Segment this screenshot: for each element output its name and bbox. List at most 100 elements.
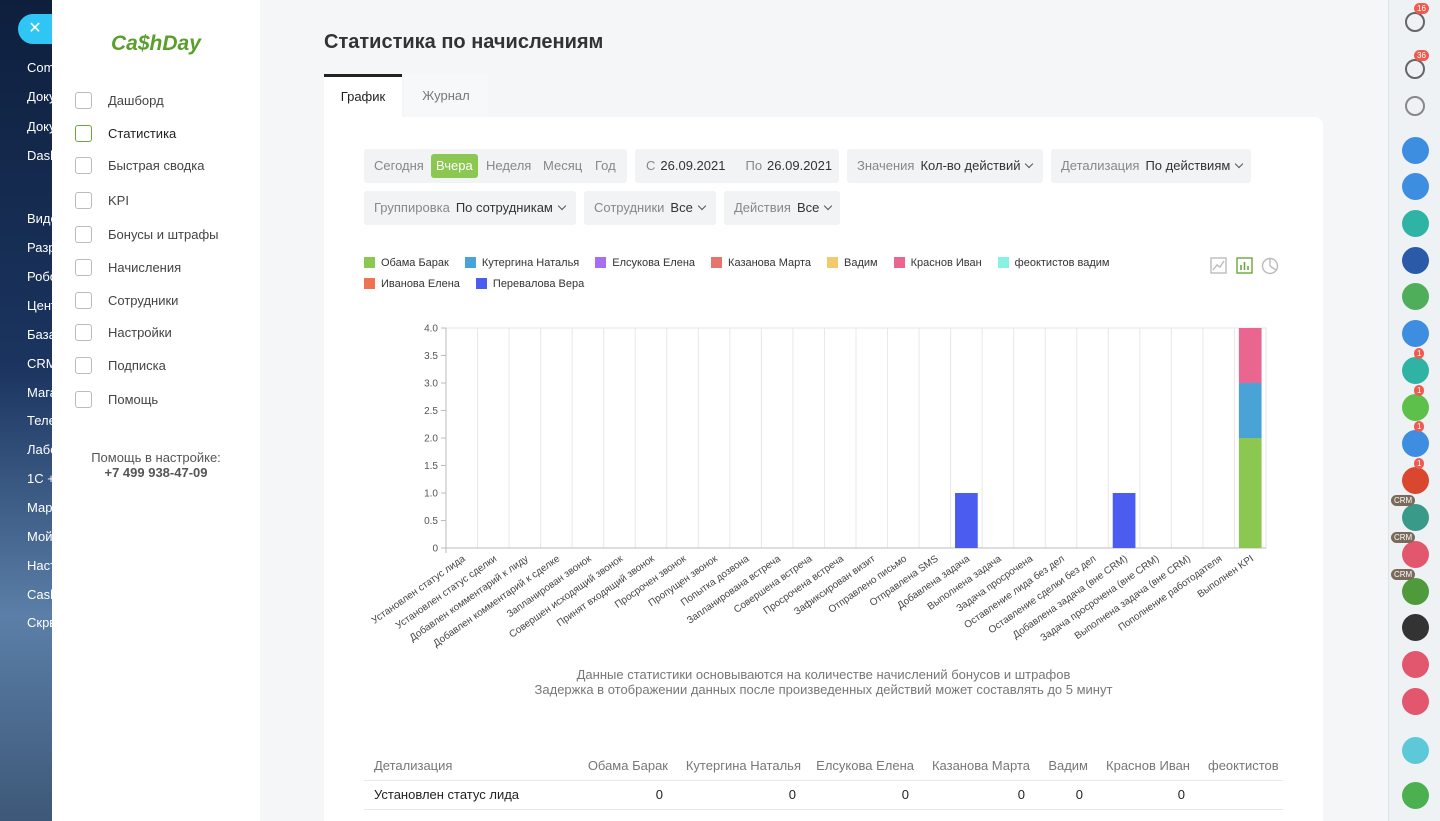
table-cell: 0 [788, 787, 796, 802]
menu-item[interactable]: Дашборд [108, 93, 164, 108]
table-cell: 0 [901, 787, 909, 802]
legend-item[interactable]: Перевалова Вера [475, 276, 585, 291]
host-menu-item[interactable]: Доку [27, 89, 52, 104]
right-bar-icon[interactable] [1402, 614, 1429, 641]
host-menu-item[interactable]: Цент [27, 298, 52, 313]
right-bar-icon[interactable] [1402, 578, 1429, 605]
host-menu-item[interactable]: Наст [27, 558, 52, 573]
right-bar-icon[interactable] [1405, 12, 1425, 32]
dropdown-filter[interactable]: Группировка По сотрудникам [364, 191, 576, 225]
host-menu-item[interactable]: Dash [27, 148, 52, 163]
host-menu-item[interactable]: Виде [27, 211, 52, 226]
host-menu-item[interactable]: Разр [27, 240, 52, 255]
menu-item[interactable]: Подписка [108, 358, 166, 373]
bar-segment [1238, 383, 1262, 438]
table-header: Елсукова Елена [816, 758, 914, 773]
menu-item[interactable]: Быстрая сводка [108, 158, 205, 173]
menu-item[interactable]: KPI [108, 193, 129, 208]
right-bar-icon[interactable] [1402, 173, 1429, 200]
caret [824, 201, 833, 211]
right-bar-icon[interactable] [1402, 283, 1429, 310]
menu-item[interactable]: Статистика [108, 126, 177, 141]
host-menu-item[interactable]: Com [27, 60, 52, 75]
bar-segment [1238, 328, 1262, 383]
pie-chart-icon[interactable] [1261, 257, 1279, 275]
table-cell: 0 [1017, 787, 1025, 802]
note: Данные статистики основываются на количе… [576, 667, 1071, 682]
host-menu-item[interactable]: Мага [27, 385, 52, 400]
right-bar-icon[interactable] [1402, 688, 1429, 715]
host-menu-item[interactable]: Мар [27, 500, 52, 515]
table-header: феоктистов вадим [1208, 758, 1283, 773]
host-menu-item[interactable]: Теле [27, 413, 52, 428]
right-bar-icon[interactable] [1402, 137, 1429, 164]
dropdown-filter[interactable]: Сотрудники Все [584, 191, 716, 225]
bar-segment [1112, 493, 1136, 548]
host-menu-item[interactable]: Скрв [27, 615, 52, 630]
right-bar-icon[interactable] [1402, 467, 1429, 494]
right-bar-icon[interactable] [1405, 59, 1425, 79]
filter-value: Кол-во действий [920, 158, 1021, 173]
right-bar-icon[interactable] [1402, 210, 1429, 237]
right-bar-icon[interactable] [1402, 357, 1429, 384]
legend-item[interactable]: Вадим [827, 255, 878, 270]
menu-item[interactable]: Настройки [108, 325, 172, 340]
dropdown-filter[interactable]: Детализация По действиям [1051, 149, 1251, 183]
period-option[interactable]: Сегодня [374, 158, 424, 173]
right-bar-icon[interactable] [1402, 320, 1429, 347]
host-menu-item[interactable]: Доку [27, 119, 52, 134]
legend-item[interactable]: Краснов Иван [893, 255, 982, 270]
legend-item[interactable]: Обама Барак [364, 255, 449, 270]
period-option[interactable]: Вчера [431, 154, 478, 178]
right-bar-icon[interactable] [1402, 737, 1429, 764]
right-bar-icon[interactable] [1402, 651, 1429, 678]
table-header: Казанова Марта [931, 758, 1030, 773]
right-bar-icon[interactable] [1405, 96, 1425, 116]
legend-label: Перевалова Вера [492, 277, 585, 290]
date-filter[interactable]: С 26.09.2021 По 26.09.2021 [635, 149, 839, 183]
menu-item[interactable]: Сотрудники [108, 293, 179, 308]
host-menu-item[interactable]: База [27, 327, 52, 342]
bar-chart-icon[interactable] [1236, 257, 1253, 274]
legend: Обама Барак Кутергина Наталья Елсукова Еле… [364, 255, 1164, 291]
legend-item[interactable]: Елсукова Елена [595, 255, 695, 270]
period-option[interactable]: Месяц [543, 158, 583, 173]
right-bar-icon[interactable] [1402, 504, 1429, 531]
caret [1235, 159, 1244, 169]
right-bar-icon[interactable] [1402, 430, 1429, 457]
host-menu-item[interactable]: 1С + [27, 471, 52, 486]
menu-item[interactable]: Помощь [108, 392, 159, 407]
logo[interactable]: Ca$hDay [111, 32, 201, 55]
host-menu-item[interactable]: Лабо [27, 442, 52, 457]
tab[interactable]: График [324, 74, 402, 117]
right-bar-icon[interactable] [1402, 394, 1429, 421]
menu-item[interactable]: Начисления [108, 260, 182, 275]
legend-item[interactable]: феоктистов вадим [997, 255, 1109, 270]
period-filter: Сегодня Вчера Неделя Месяц Год [364, 149, 627, 183]
host-menu-item[interactable]: CRM [27, 356, 52, 371]
host-menu-item[interactable]: Cash [27, 587, 52, 602]
host-menu-item[interactable]: Мой [27, 529, 52, 544]
table: Детализация Обама Барак Кутергина Наталья Е… [374, 758, 1283, 802]
host-menu-item[interactable]: Робо [27, 269, 52, 284]
legend-label: Казанова Марта [728, 256, 812, 269]
close-button[interactable]: ✕ [18, 14, 52, 44]
period-option[interactable]: Год [595, 158, 616, 173]
right-bar-icon[interactable] [1402, 247, 1429, 274]
legend-swatch [595, 257, 607, 268]
menu-item[interactable]: Бонусы и штрафы [108, 227, 219, 242]
right-bar-icon[interactable] [1402, 782, 1429, 809]
help-phone[interactable]: +7 499 938-47-09 [104, 465, 208, 480]
legend-item[interactable]: Кутергина Наталья [464, 255, 579, 270]
filter-label: Сотрудники [594, 200, 665, 215]
menu-icon [75, 357, 92, 374]
legend-item[interactable]: Казанова Марта [711, 255, 811, 270]
period-option[interactable]: Неделя [486, 158, 532, 173]
filter-label: Группировка [374, 200, 450, 215]
dropdown-filter[interactable]: Значения Кол-во действий [847, 149, 1043, 183]
dropdown-filter[interactable]: Действия Все [724, 191, 840, 225]
tab[interactable]: Журнал [404, 74, 488, 117]
line-chart-icon[interactable] [1210, 257, 1227, 274]
right-bar-icon[interactable] [1402, 541, 1429, 568]
legend-item[interactable]: Иванова Елена [364, 276, 460, 291]
